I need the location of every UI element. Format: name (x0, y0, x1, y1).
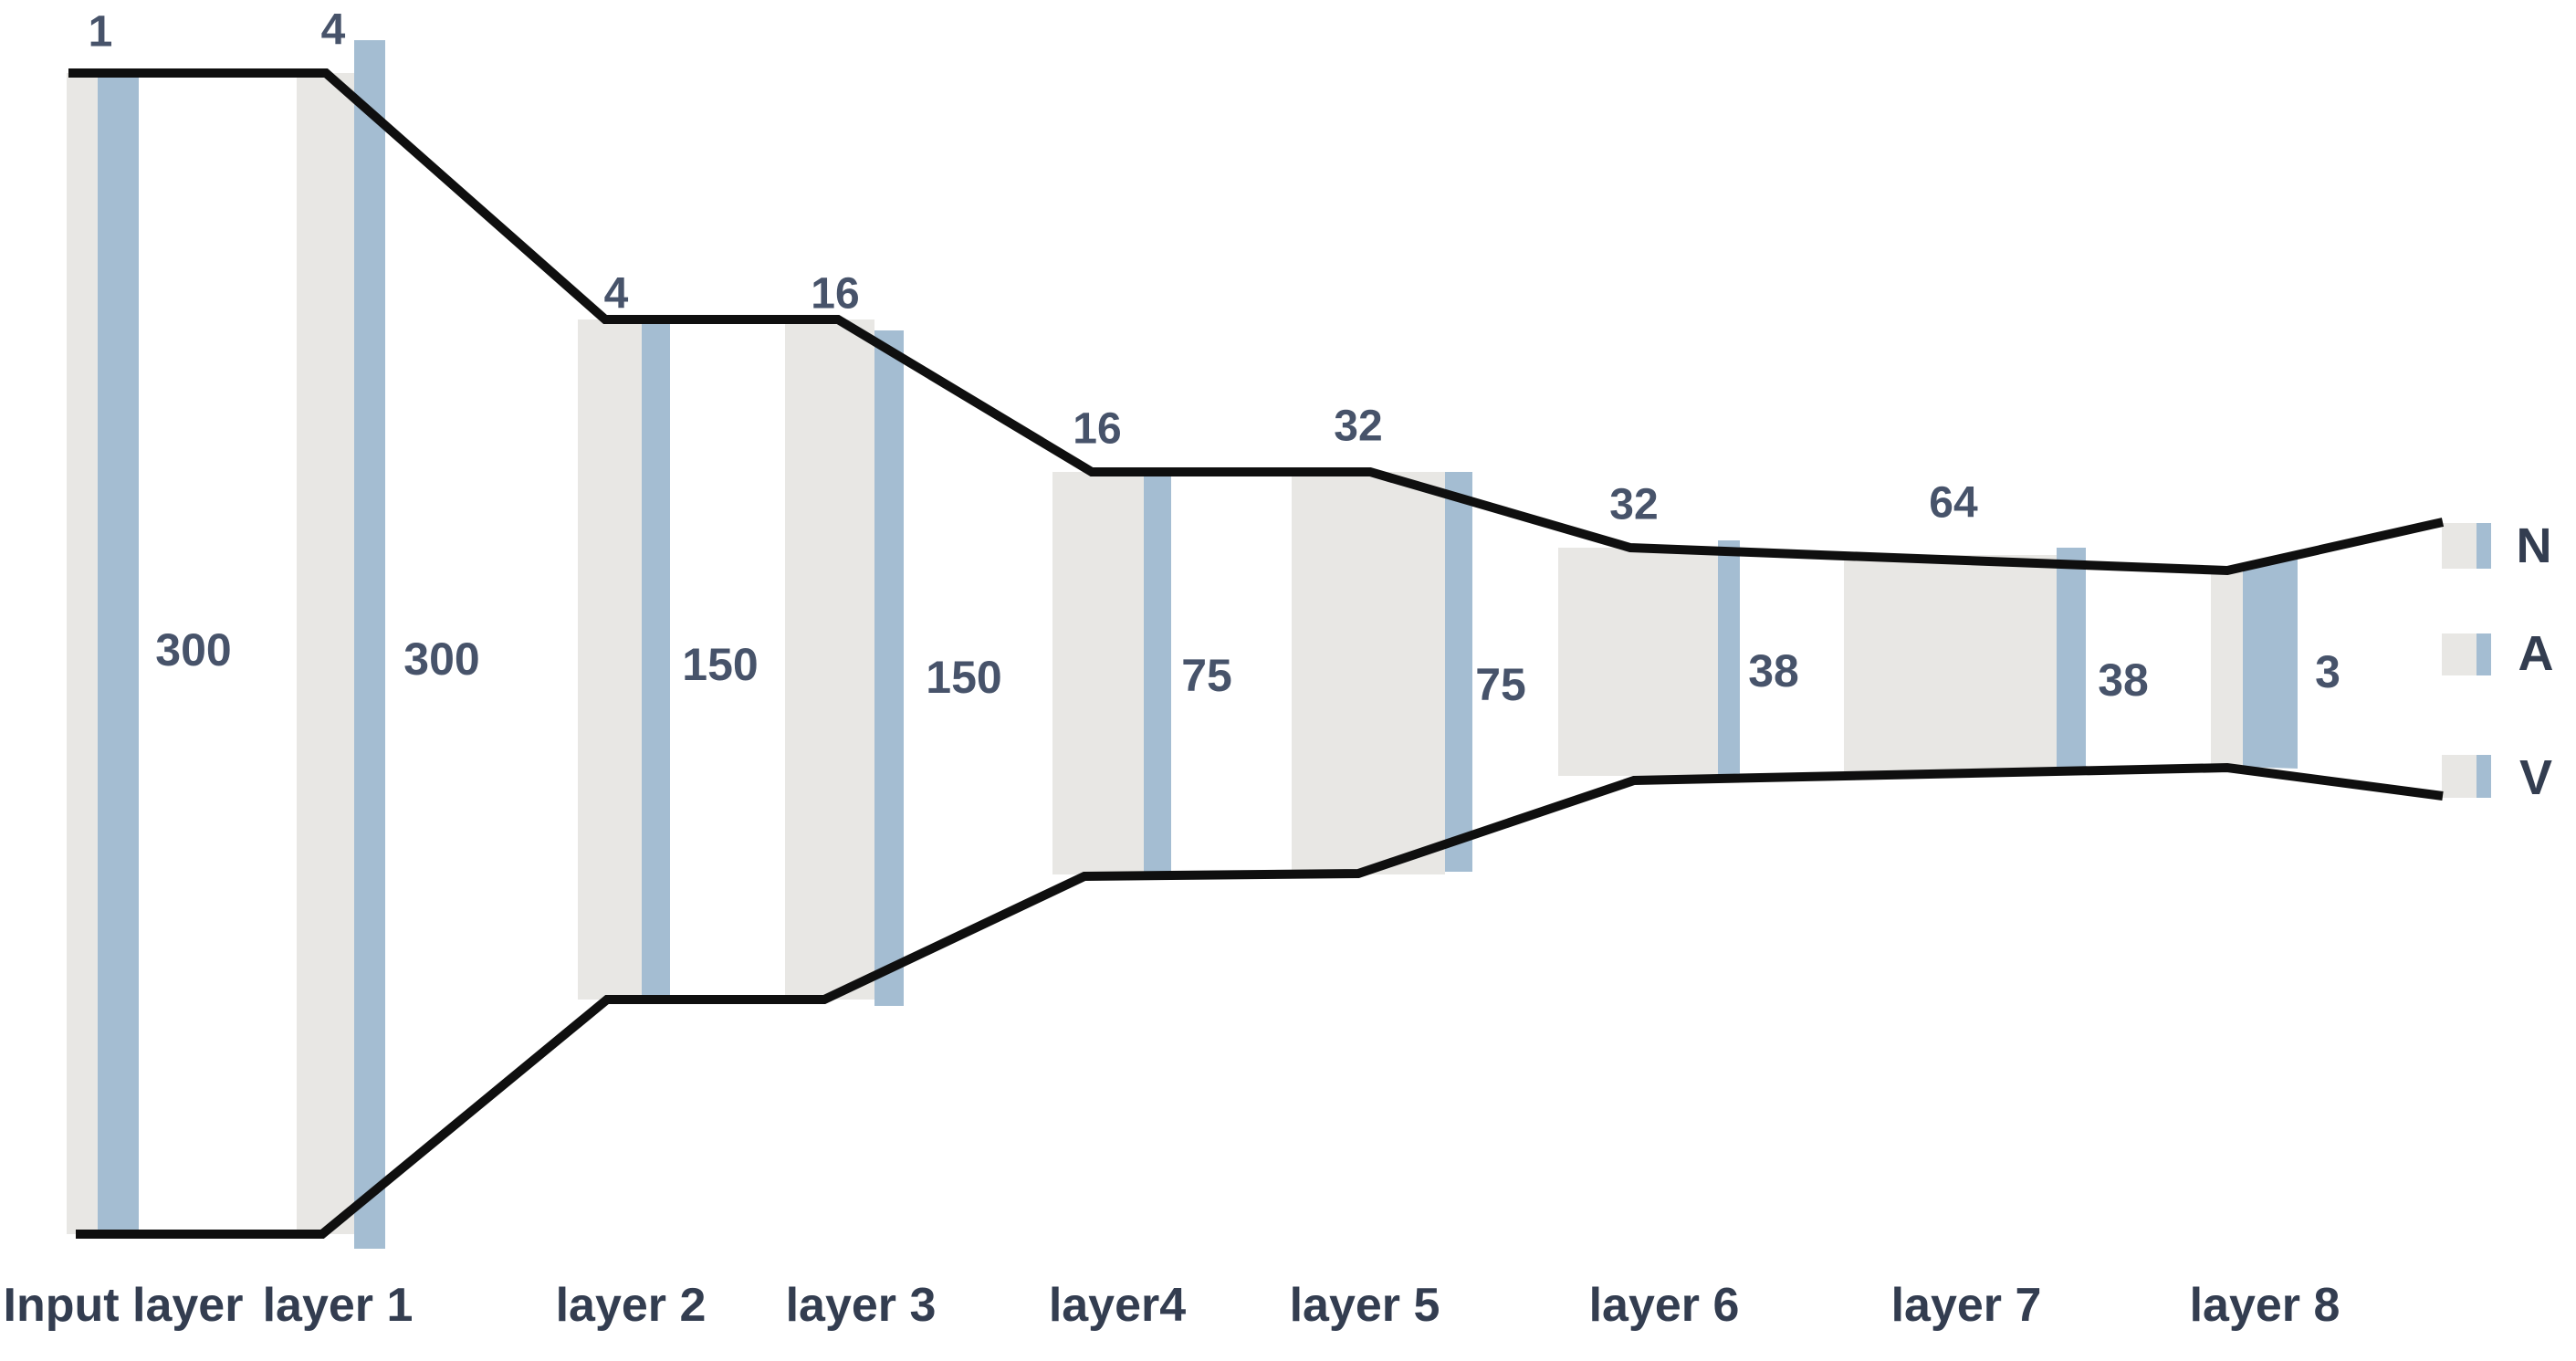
output-v-block (2442, 755, 2477, 798)
funnel-top-outline (68, 68, 2445, 576)
layer6-feature-map (1558, 548, 1718, 776)
layer5-feature-map (1292, 472, 1445, 874)
layer7-filter-stripe (2057, 548, 2086, 771)
size-label-layer5: 75 (1475, 659, 1526, 710)
layer3-filter-stripe (874, 330, 904, 1006)
size-label-layer3: 150 (926, 652, 1001, 703)
layer3-feature-map (785, 319, 874, 1000)
output-a-filter-stripe (2477, 633, 2491, 675)
name-label-input: Input layer (4, 1279, 244, 1332)
conv-filter-stripes (98, 40, 2491, 1249)
name-label-layer5: layer 5 (1290, 1279, 1440, 1332)
size-label-input: 300 (155, 624, 231, 675)
name-label-layer8: layer 8 (2190, 1279, 2340, 1332)
channels-label-layer2: 4 (604, 270, 629, 319)
layer4-feature-map (1052, 472, 1144, 874)
name-label-layer3: layer 3 (786, 1279, 937, 1332)
channels-label-layer4: 16 (1073, 405, 1121, 454)
size-label-layer2: 150 (682, 639, 758, 690)
feature-map-blocks (67, 73, 2477, 1234)
layer5-filter-stripe (1445, 472, 1472, 872)
channels-label-layer3: 16 (811, 270, 859, 319)
size-label-layer4: 75 (1181, 650, 1232, 701)
layer7-feature-map (1844, 555, 2057, 771)
size-label-layer6: 38 (1748, 645, 1799, 696)
layer8-feature-map (2211, 572, 2243, 765)
layer1-filter-stripe (354, 40, 385, 1249)
layer1-feature-map (297, 73, 354, 1234)
layer2-filter-stripe (642, 319, 670, 1000)
output-label-v: V (2519, 750, 2552, 805)
input-layer-feature-map (67, 73, 98, 1234)
size-label-layer1: 300 (403, 633, 479, 685)
channels-label-input: 1 (89, 8, 113, 57)
layer2-feature-map (578, 319, 642, 1000)
channels-label-layer7: 64 (1929, 479, 1978, 528)
layer8-filter-stripe (2243, 551, 2298, 769)
size-label-layer8: 3 (2315, 646, 2340, 697)
layer-name-labels: Input layer layer 1 layer 2 layer 3 laye… (4, 1279, 2340, 1332)
output-n-block (2442, 523, 2477, 569)
channels-label-layer5: 32 (1334, 403, 1382, 451)
channel-count-labels: 1 4 4 16 16 32 32 64 (89, 6, 1978, 529)
output-v-filter-stripe (2477, 755, 2491, 798)
output-label-a: A (2518, 626, 2554, 681)
name-label-layer1: layer 1 (263, 1279, 414, 1332)
layer6-filter-stripe (1718, 540, 1740, 776)
output-n-filter-stripe (2477, 523, 2491, 569)
input-layer-filter-stripe (98, 73, 139, 1234)
name-label-layer7: layer 7 (1891, 1279, 2042, 1332)
feature-map-size-labels: 300 300 150 150 75 75 38 38 3 (155, 624, 2340, 710)
output-label-n: N (2517, 518, 2552, 573)
output-labels: N A V (2517, 518, 2554, 805)
channels-label-layer6: 32 (1609, 481, 1658, 529)
channels-label-layer1: 4 (321, 6, 346, 55)
layer4-filter-stripe (1144, 472, 1171, 874)
name-label-layer2: layer 2 (556, 1279, 707, 1332)
funnel-bottom-outline (76, 762, 2444, 1239)
size-label-layer7: 38 (2098, 654, 2149, 706)
name-label-layer4: layer4 (1049, 1279, 1186, 1332)
output-a-block (2442, 633, 2477, 675)
name-label-layer6: layer 6 (1589, 1279, 1740, 1332)
